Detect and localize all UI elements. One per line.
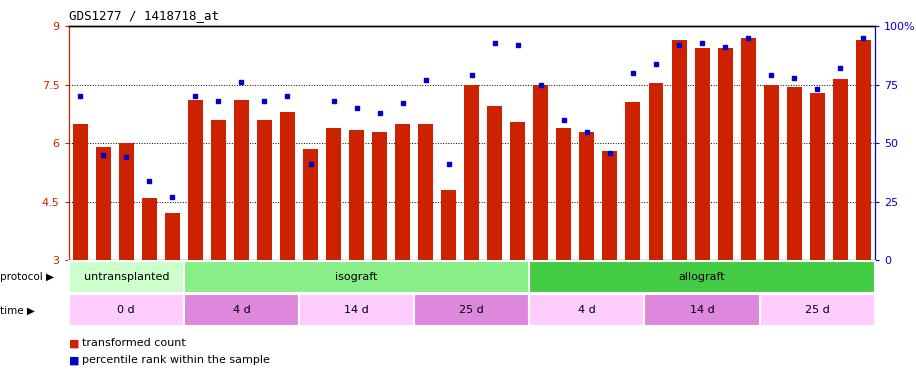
Bar: [856, 40, 871, 260]
Bar: [533, 85, 549, 260]
Text: isograft: isograft: [335, 272, 377, 282]
Text: 25 d: 25 d: [459, 305, 485, 315]
Bar: [72, 124, 88, 260]
Bar: [717, 48, 733, 260]
Text: 14 d: 14 d: [690, 305, 714, 315]
Bar: [759, 294, 875, 326]
Bar: [580, 132, 594, 260]
Text: percentile rank within the sample: percentile rank within the sample: [82, 356, 270, 365]
Bar: [810, 93, 824, 260]
Bar: [303, 149, 318, 260]
Bar: [671, 40, 686, 260]
Bar: [694, 48, 710, 260]
Text: allograft: allograft: [679, 272, 725, 282]
Bar: [741, 38, 756, 260]
Bar: [184, 261, 529, 293]
Bar: [349, 130, 364, 260]
Bar: [556, 128, 572, 260]
Bar: [188, 100, 202, 260]
Text: ■: ■: [69, 356, 79, 365]
Bar: [234, 100, 249, 260]
Bar: [787, 87, 802, 260]
Bar: [299, 294, 414, 326]
Bar: [833, 79, 847, 260]
Bar: [165, 213, 180, 260]
Bar: [257, 120, 272, 260]
Bar: [529, 294, 645, 326]
Bar: [96, 147, 111, 260]
Bar: [645, 294, 759, 326]
Bar: [372, 132, 387, 260]
Bar: [211, 120, 226, 260]
Text: ■: ■: [69, 338, 79, 348]
Bar: [395, 124, 410, 260]
Bar: [419, 124, 433, 260]
Bar: [280, 112, 295, 260]
Text: 14 d: 14 d: [344, 305, 369, 315]
Bar: [119, 143, 134, 260]
Text: 25 d: 25 d: [805, 305, 830, 315]
Text: 4 d: 4 d: [578, 305, 595, 315]
Bar: [510, 122, 525, 260]
Text: untransplanted: untransplanted: [83, 272, 169, 282]
Bar: [487, 106, 502, 260]
Bar: [69, 261, 184, 293]
Text: 4 d: 4 d: [233, 305, 250, 315]
Bar: [603, 151, 617, 260]
Text: transformed count: transformed count: [82, 338, 186, 348]
Text: time ▶: time ▶: [0, 305, 35, 315]
Bar: [326, 128, 341, 260]
Bar: [529, 261, 875, 293]
Bar: [142, 198, 157, 260]
Bar: [649, 83, 663, 260]
Bar: [464, 85, 479, 260]
Text: GDS1277 / 1418718_at: GDS1277 / 1418718_at: [69, 9, 219, 22]
Text: protocol ▶: protocol ▶: [0, 272, 54, 282]
Bar: [626, 102, 640, 260]
Bar: [69, 294, 184, 326]
Bar: [442, 190, 456, 260]
Bar: [184, 294, 299, 326]
Text: 0 d: 0 d: [117, 305, 135, 315]
Bar: [764, 85, 779, 260]
Bar: [414, 294, 529, 326]
